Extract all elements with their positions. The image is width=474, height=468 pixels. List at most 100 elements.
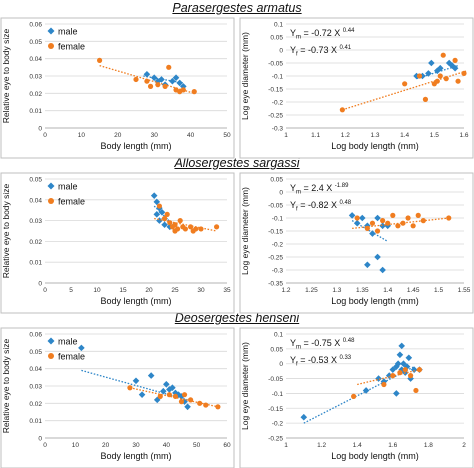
- y-tick-label: 0.03: [29, 384, 42, 391]
- y-tick-label: 0.02: [29, 91, 42, 98]
- series-female: [352, 212, 452, 234]
- species-title-2: Allosergestes sargassi: [174, 156, 300, 170]
- point-female: [461, 70, 467, 76]
- point-female: [214, 224, 220, 230]
- chart-frame: [0, 172, 235, 314]
- point-female: [177, 218, 183, 224]
- series-female: [351, 367, 423, 399]
- point-male: [405, 354, 413, 362]
- x-tick-label: 25: [171, 287, 179, 294]
- legend-female-label: female: [58, 42, 85, 52]
- point-female: [452, 57, 458, 64]
- point-male: [348, 212, 356, 219]
- y-tick-label: -0.15: [268, 229, 283, 236]
- point-male: [398, 342, 405, 350]
- x-tick-label: 20: [102, 442, 110, 449]
- y-tick-label: 0.03: [29, 74, 42, 81]
- y-tick-label: 0: [279, 48, 283, 55]
- point-male: [150, 192, 158, 199]
- point-male: [403, 363, 411, 370]
- point-male: [300, 413, 308, 421]
- point-male: [413, 72, 420, 80]
- point-female: [155, 82, 161, 88]
- legend-female-marker: [48, 353, 54, 359]
- x-tick-label: 1: [284, 132, 288, 139]
- x-tick-label: 1.5: [434, 287, 443, 294]
- point-male: [158, 208, 166, 216]
- x-tick-label: 50: [193, 442, 201, 449]
- y-tick-label: -0.1: [272, 391, 284, 398]
- x-axis-title: Body length (mm): [100, 141, 171, 151]
- x-tick-label: 1.25: [305, 287, 318, 294]
- point-female: [188, 397, 194, 403]
- point-male: [410, 366, 418, 373]
- point-female: [180, 87, 186, 93]
- y-tick-label: -0.25: [268, 255, 283, 262]
- equation-m: Ym = -0.75 X 0.48: [290, 338, 355, 351]
- point-male: [379, 266, 386, 274]
- x-tick-label: 35: [223, 287, 231, 294]
- y-tick-label: 0.05: [270, 177, 283, 184]
- chart-4: -0.35 -0.3 -0.25 -0.2 -0.15 -0.1 -0.05 0 0.05 1.2…: [239, 172, 474, 314]
- point-male: [166, 386, 173, 393]
- y-tick-label: 0.06: [29, 332, 42, 339]
- series-male: [78, 344, 191, 411]
- point-male: [169, 77, 176, 85]
- point-male: [138, 391, 146, 398]
- point-female: [157, 393, 163, 399]
- x-tick-label: 1.8: [424, 442, 433, 449]
- point-male: [396, 351, 404, 359]
- point-female: [351, 393, 357, 399]
- point-female: [172, 228, 178, 234]
- x-tick-label: 30: [197, 287, 205, 294]
- y-tick-label: -0.15: [268, 406, 283, 413]
- point-female: [416, 73, 423, 79]
- point-female: [415, 212, 421, 218]
- point-male: [394, 360, 402, 368]
- y-tick-label: 0.01: [29, 260, 42, 267]
- x-axis-title: Log body length (mm): [331, 141, 419, 151]
- point-male: [425, 70, 432, 77]
- series-female: [97, 57, 197, 95]
- point-female: [178, 399, 185, 405]
- point-male: [158, 76, 165, 83]
- point-male: [353, 219, 361, 227]
- point-female: [162, 215, 168, 222]
- x-tick-label: 1.4: [353, 442, 362, 449]
- y-tick-label: 0: [38, 436, 42, 443]
- point-male: [181, 398, 188, 405]
- legend-male-label: male: [58, 337, 78, 347]
- x-tick-label: 1.1: [311, 132, 320, 139]
- point-female: [381, 381, 387, 388]
- x-axis-title: Log body length (mm): [331, 451, 419, 461]
- point-female: [172, 393, 179, 399]
- chart-3: 0 0.01 0.02 0.03 0.04 0.05 0 5 10 15 20 25 30 35 Body …: [0, 172, 235, 314]
- point-female: [162, 83, 168, 89]
- y-tick-label: 0.05: [270, 346, 283, 353]
- x-tick-label: 1: [284, 442, 288, 449]
- point-female: [400, 220, 406, 226]
- point-male: [451, 64, 459, 72]
- legend-male-label: male: [58, 27, 78, 37]
- x-tick-label: 40: [163, 442, 171, 449]
- y-tick-label: -0.3: [272, 126, 284, 133]
- point-male: [380, 378, 388, 385]
- chart-frame: [239, 172, 474, 314]
- point-male: [172, 74, 180, 82]
- y-tick-label: -0.3: [272, 268, 284, 275]
- y-tick-label: 0.05: [29, 177, 42, 184]
- point-female: [416, 367, 423, 373]
- x-axis-title: Body length (mm): [100, 296, 171, 306]
- point-female: [408, 373, 414, 379]
- y-tick-label: -0.2: [272, 242, 284, 249]
- point-female: [405, 215, 411, 221]
- x-tick-label: 1.3: [370, 132, 379, 139]
- x-tick-label: 1.2: [341, 132, 350, 139]
- x-tick-label: 40: [187, 132, 195, 139]
- x-tick-label: 0: [43, 442, 47, 449]
- trendline-female: [357, 369, 420, 386]
- x-tick-label: 60: [223, 442, 231, 449]
- x-tick-label: 20: [145, 287, 153, 294]
- point-female: [413, 387, 419, 394]
- point-female: [402, 81, 408, 87]
